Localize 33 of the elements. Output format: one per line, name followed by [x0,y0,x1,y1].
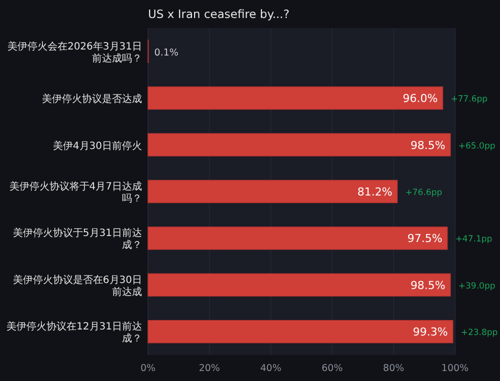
bar [148,226,448,250]
annotation: +23.8pp [460,328,498,338]
y-tick-label: 美伊停火会在2026年3月31日前达成吗？ [7,40,142,64]
y-tick-label: 美伊停火协议于5月31日前达成？ [12,227,142,252]
data-label: 97.5% [407,232,442,246]
y-tick-label: 美伊停火协议在12月31日前达成？ [6,320,142,345]
annotation: +47.1pp [455,234,492,245]
y-tick-label: 美伊停火协议是否在6月30日前达成 [12,274,142,298]
data-label: 0.1% [154,47,178,58]
bar [148,273,451,297]
y-tick-label: 美伊停火协议将于4月7日达成吗？ [9,180,142,204]
bar [148,133,451,156]
data-label: 99.3% [412,326,448,339]
x-tick-label: 40% [260,363,282,374]
x-tick-label: 100% [441,363,469,374]
y-tick-label: 美伊停火协议是否达成 [42,93,142,106]
data-label: 96.0% [402,92,438,106]
x-tick-label: 60% [322,363,343,374]
data-label: 98.5% [410,138,446,152]
bar [148,180,398,204]
x-tick-label: 0% [140,363,156,374]
x-tick-label: 80% [383,363,404,374]
data-label: 98.5% [410,278,446,292]
data-label: 81.2% [357,186,392,198]
x-tick-label: 20% [198,363,220,374]
y-tick-label: 美伊4月30日前停火 [52,140,142,152]
annotation: +39.0pp [458,281,496,292]
annotation: +76.6pp [405,188,442,198]
bar [148,320,454,344]
chart-title: US x Iran ceasefire by...? [148,7,290,21]
annotation: +65.0pp [458,141,496,152]
bar [148,86,444,110]
annotation: +77.6pp [450,94,488,105]
